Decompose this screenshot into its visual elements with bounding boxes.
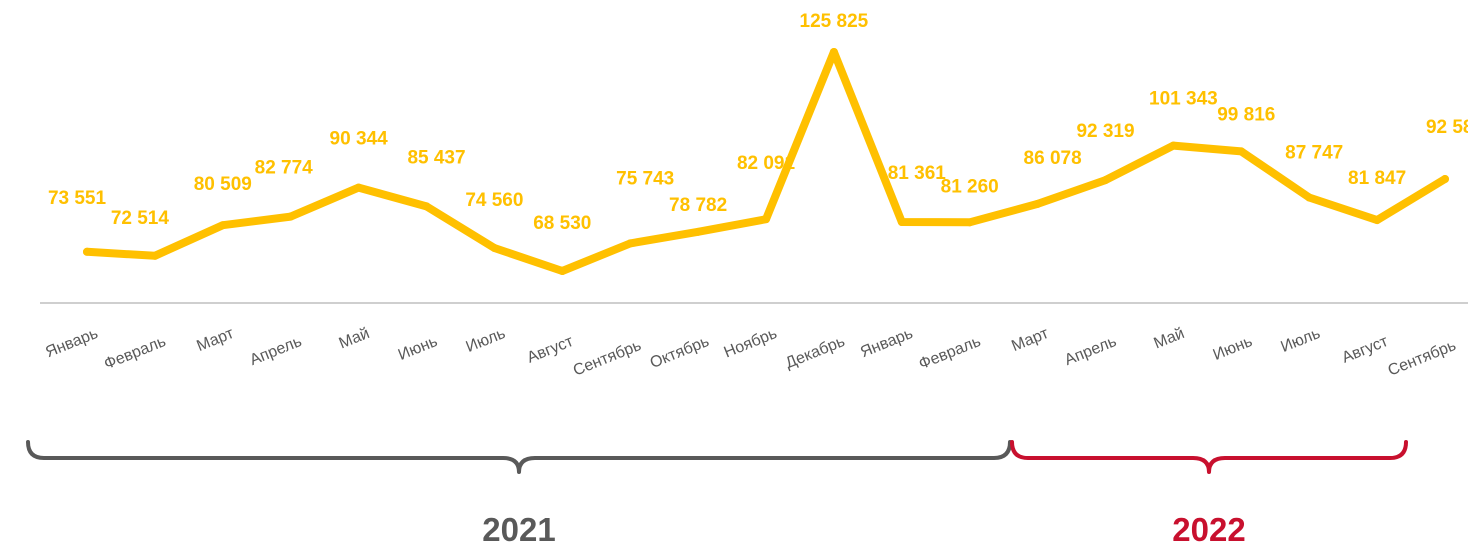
data-label: 81 361 [888,163,947,184]
data-point [286,212,295,221]
data-point [762,215,770,224]
data-point [1237,147,1246,156]
data-point [1169,141,1178,150]
data-point [1033,199,1042,208]
data-label: 86 078 [1024,148,1082,169]
data-point [490,243,499,252]
x-tick-label: Март [1009,325,1051,355]
data-point [694,227,703,236]
data-point [1305,193,1314,202]
data-label: 80 509 [194,174,252,195]
data-point [829,48,838,56]
data-label: 92 589 [1426,117,1468,138]
data-point [1101,176,1110,185]
data-point [897,217,906,226]
x-tick-label: Август [1340,333,1392,367]
data-label: 85 437 [407,147,465,168]
data-label: 87 747 [1285,143,1343,164]
x-tick-label: Январь [858,325,915,361]
data-label: 75 743 [616,168,674,189]
x-tick-label: Июль [1278,325,1322,356]
x-tick-label: Апрель [248,333,305,369]
year-bracket [1010,440,1408,474]
data-point [354,183,363,192]
x-tick-label: Апрель [1062,333,1119,369]
x-tick-label: Январь [43,325,100,361]
x-tick-label: Февраль [917,333,984,373]
data-label: 68 530 [533,213,591,234]
year-label: 2021 [482,511,555,548]
data-point [1441,175,1449,184]
data-label: 90 344 [330,129,389,150]
data-point [965,218,974,227]
data-label: 101 343 [1149,89,1218,110]
data-label: 81 847 [1348,168,1406,189]
data-point [1373,216,1382,225]
x-tick-label: Июнь [1211,333,1255,364]
data-point [422,202,431,211]
x-tick-label: Май [1151,325,1186,353]
x-tick-label: Февраль [102,333,169,373]
x-tick-label: Март [194,325,236,355]
year-label: 2022 [1172,511,1245,548]
data-label: 82 774 [255,158,314,179]
x-tick-label: Сентябрь [1386,337,1459,380]
data-label: 78 782 [669,195,727,216]
x-tick-label: Октябрь [648,333,712,372]
x-tick-label: Август [525,333,577,367]
x-tick-label: Июнь [396,333,440,364]
x-tick-label: Сентябрь [571,337,644,380]
data-label: 82 091 [737,153,796,174]
data-point [626,239,635,248]
data-point [83,247,91,256]
data-label: 81 260 [941,176,999,197]
data-point [218,221,227,230]
data-point [150,251,159,260]
x-tick-label: Декабрь [783,333,847,372]
x-tick-label: Ноябрь [722,325,780,362]
data-label: 99 816 [1217,104,1275,125]
data-label: 92 319 [1076,121,1134,142]
data-label: 74 560 [465,190,523,211]
year-bracket [26,440,1012,474]
data-label: 72 514 [111,208,170,229]
data-label: 125 825 [800,11,869,32]
data-point [558,267,567,275]
x-tick-label: Июль [464,325,508,356]
x-tick-label: Май [337,325,372,353]
data-label: 73 551 [48,188,107,209]
